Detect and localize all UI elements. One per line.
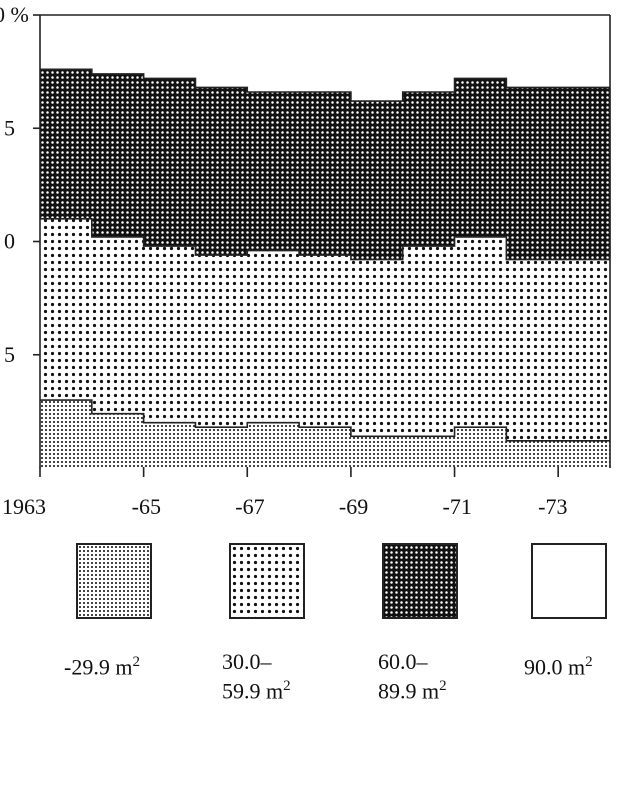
plot-area <box>40 15 611 468</box>
bar-segment-0-29-1963 <box>40 400 93 468</box>
y-tick-label-75: 5 <box>4 115 15 140</box>
bar-segment-60-89-1968 <box>299 92 352 256</box>
bar-segment-30-59-1970 <box>402 246 456 437</box>
y-tick-label-100: 0 % <box>0 2 29 27</box>
bar-segment-90-plus-1963 <box>40 15 93 70</box>
bar-segment-0-29-1972 <box>506 440 559 468</box>
bar-segment-30-59-1964 <box>91 236 145 414</box>
x-tick-label-5: -73 <box>538 494 567 519</box>
bar-segment-30-59-1973 <box>558 259 611 441</box>
bar-segment-30-59-1972 <box>506 259 559 441</box>
bar-segment-60-89-1973 <box>558 87 611 260</box>
bar-segment-0-29-1970 <box>402 436 456 468</box>
bar-segment-60-89-1966 <box>195 87 248 256</box>
y-tick-label-25: 5 <box>4 342 15 367</box>
x-tick-label-0: 1963 <box>2 494 46 519</box>
bar-segment-30-59-1971 <box>454 236 507 428</box>
y-tick-label-50: 0 <box>4 229 15 254</box>
bar-segment-90-plus-1969 <box>350 15 404 102</box>
bar-segment-90-plus-1965 <box>143 15 197 79</box>
bar-segment-30-59-1963 <box>40 218 93 401</box>
bar-segment-30-59-1966 <box>195 255 248 428</box>
bar-segment-90-plus-1967 <box>247 15 300 93</box>
bar-segment-90-plus-1970 <box>402 15 456 93</box>
bar-segment-60-89-1970 <box>402 92 456 247</box>
bar-segment-60-89-1972 <box>506 87 559 260</box>
bar-segment-0-29-1971 <box>454 427 507 468</box>
bar-segment-90-plus-1971 <box>454 15 507 79</box>
axes: 0 % 5 0 5 1963 -65 -67 -69 -71 -73 <box>0 2 611 519</box>
bar-segment-60-89-1964 <box>91 73 145 237</box>
bar-segment-0-29-1964 <box>91 413 145 468</box>
boundary-line-1 <box>40 399 610 442</box>
boundary-line-2 <box>40 218 610 261</box>
bar-segment-60-89-1965 <box>143 78 197 247</box>
bar-segment-90-plus-1968 <box>299 15 352 93</box>
bar-segment-30-59-1965 <box>143 246 197 423</box>
bar-segment-30-59-1969 <box>350 259 404 437</box>
bar-segment-30-59-1967 <box>247 250 300 423</box>
bar-segment-60-89-1963 <box>40 69 93 219</box>
x-tick-label-4: -71 <box>443 494 472 519</box>
bar-segment-60-89-1967 <box>247 92 300 251</box>
bar-segment-0-29-1968 <box>299 427 352 468</box>
bar-segment-90-plus-1964 <box>91 15 145 74</box>
bar-segment-0-29-1969 <box>350 436 404 468</box>
boundary-line-3 <box>40 68 610 102</box>
x-tick-label-3: -69 <box>339 494 368 519</box>
bar-segment-0-29-1973 <box>558 440 611 468</box>
bar-segment-0-29-1967 <box>247 422 300 468</box>
x-tick-label-1: -65 <box>132 494 161 519</box>
bar-segment-60-89-1969 <box>350 101 404 260</box>
x-tick-label-2: -67 <box>235 494 264 519</box>
bar-segment-60-89-1971 <box>454 78 507 237</box>
bar-segment-90-plus-1972 <box>506 15 559 88</box>
bar-segment-90-plus-1966 <box>195 15 248 88</box>
bar-segment-90-plus-1973 <box>558 15 611 88</box>
bar-segment-0-29-1966 <box>195 427 248 468</box>
bar-segment-0-29-1965 <box>143 422 197 468</box>
bar-segment-30-59-1968 <box>299 255 352 428</box>
